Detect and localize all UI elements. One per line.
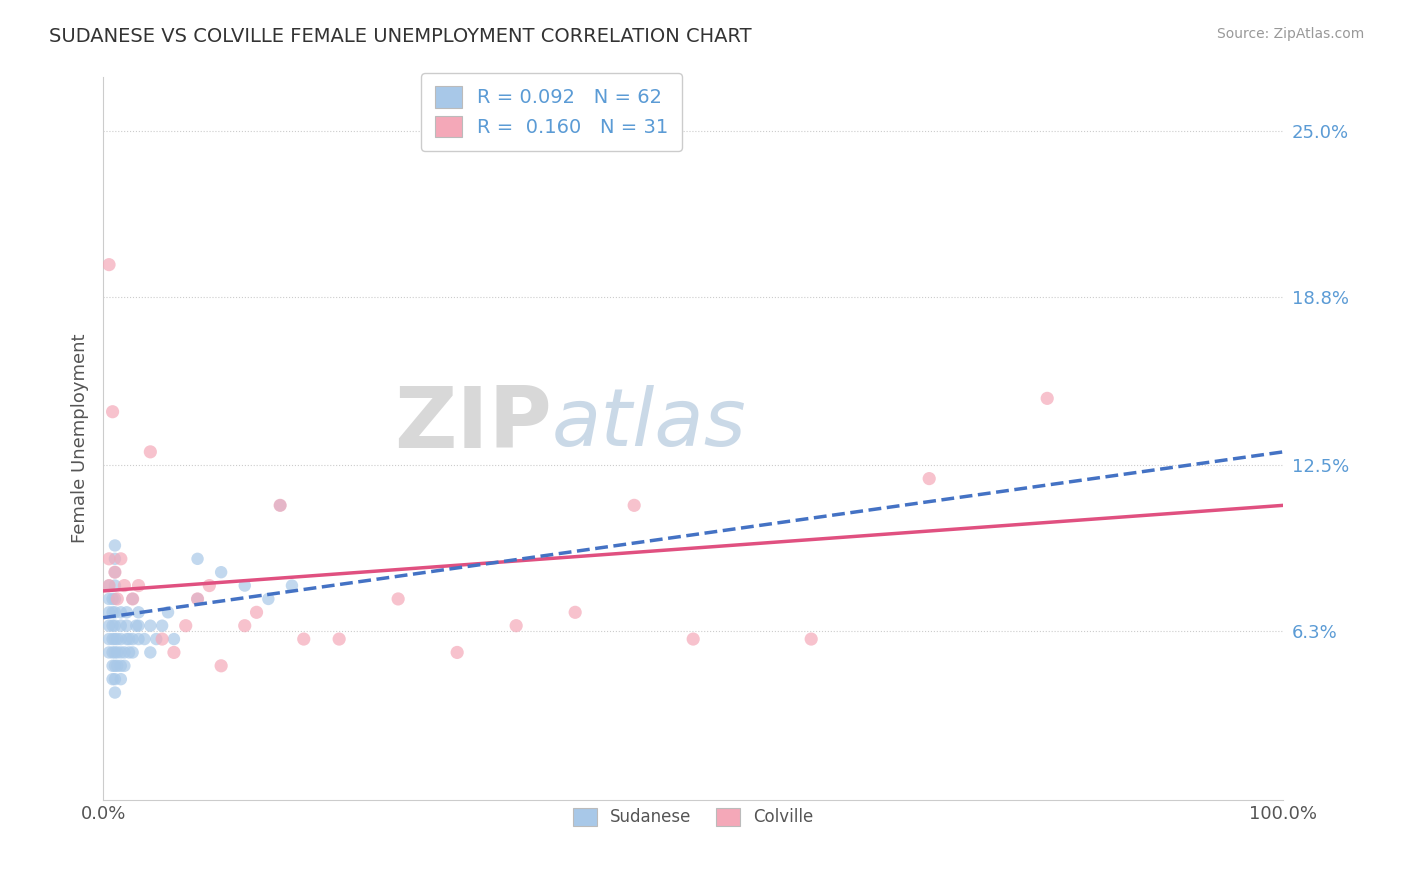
Text: Source: ZipAtlas.com: Source: ZipAtlas.com — [1216, 27, 1364, 41]
Point — [104, 565, 127, 579]
Point — [623, 499, 645, 513]
Point — [105, 632, 128, 646]
Point — [233, 578, 256, 592]
Point — [121, 591, 143, 606]
Point — [163, 632, 186, 646]
Point — [125, 618, 148, 632]
Point — [174, 618, 197, 632]
Point — [105, 658, 128, 673]
Text: SUDANESE VS COLVILLE FEMALE UNEMPLOYMENT CORRELATION CHART: SUDANESE VS COLVILLE FEMALE UNEMPLOYMENT… — [49, 27, 752, 45]
Point — [118, 632, 141, 646]
Point — [104, 658, 127, 673]
Y-axis label: Female Unemployment: Female Unemployment — [72, 334, 89, 543]
Point — [209, 658, 232, 673]
Point — [918, 472, 941, 486]
Point — [110, 645, 132, 659]
Point — [150, 632, 173, 646]
Point — [145, 632, 167, 646]
Point — [101, 605, 124, 619]
Point — [105, 645, 128, 659]
Point — [104, 605, 127, 619]
Point — [110, 618, 132, 632]
Point — [128, 632, 150, 646]
Point — [269, 499, 291, 513]
Text: ZIP: ZIP — [394, 383, 551, 466]
Point — [128, 605, 150, 619]
Point — [128, 618, 150, 632]
Point — [1036, 392, 1059, 406]
Point — [387, 591, 409, 606]
Point — [150, 618, 173, 632]
Point — [98, 632, 121, 646]
Point — [564, 605, 586, 619]
Point — [112, 658, 135, 673]
Point — [110, 632, 132, 646]
Point — [98, 578, 121, 592]
Point — [110, 605, 132, 619]
Point — [101, 618, 124, 632]
Point — [198, 578, 221, 592]
Point — [292, 632, 315, 646]
Point — [115, 605, 138, 619]
Point — [98, 591, 121, 606]
Point — [328, 632, 350, 646]
Point — [104, 645, 127, 659]
Point — [101, 658, 124, 673]
Point — [209, 565, 232, 579]
Point — [682, 632, 704, 646]
Point — [157, 605, 180, 619]
Point — [101, 591, 124, 606]
Point — [115, 618, 138, 632]
Point — [98, 258, 121, 272]
Point — [446, 645, 468, 659]
Point — [115, 632, 138, 646]
Point — [233, 618, 256, 632]
Point — [101, 632, 124, 646]
Point — [101, 645, 124, 659]
Point — [139, 645, 162, 659]
Point — [101, 672, 124, 686]
Point — [98, 578, 121, 592]
Point — [134, 632, 156, 646]
Point — [110, 658, 132, 673]
Point — [269, 499, 291, 513]
Point — [186, 551, 208, 566]
Legend: Sudanese, Colville: Sudanese, Colville — [565, 799, 821, 835]
Point — [121, 645, 143, 659]
Point — [105, 591, 128, 606]
Point — [118, 645, 141, 659]
Point — [104, 538, 127, 552]
Point — [186, 591, 208, 606]
Point — [505, 618, 527, 632]
Point — [281, 578, 304, 592]
Point — [101, 405, 124, 419]
Point — [110, 672, 132, 686]
Point — [104, 672, 127, 686]
Point — [257, 591, 280, 606]
Point — [104, 565, 127, 579]
Point — [121, 632, 143, 646]
Point — [139, 618, 162, 632]
Point — [98, 618, 121, 632]
Point — [186, 591, 208, 606]
Point — [104, 551, 127, 566]
Point — [112, 578, 135, 592]
Text: atlas: atlas — [551, 385, 747, 463]
Point — [98, 605, 121, 619]
Point — [139, 445, 162, 459]
Point — [104, 632, 127, 646]
Point — [800, 632, 823, 646]
Point — [110, 551, 132, 566]
Point — [245, 605, 267, 619]
Point — [104, 578, 127, 592]
Point — [112, 645, 135, 659]
Point — [98, 645, 121, 659]
Point — [121, 591, 143, 606]
Point — [128, 578, 150, 592]
Point — [104, 618, 127, 632]
Point — [104, 685, 127, 699]
Point — [104, 591, 127, 606]
Point — [163, 645, 186, 659]
Point — [98, 551, 121, 566]
